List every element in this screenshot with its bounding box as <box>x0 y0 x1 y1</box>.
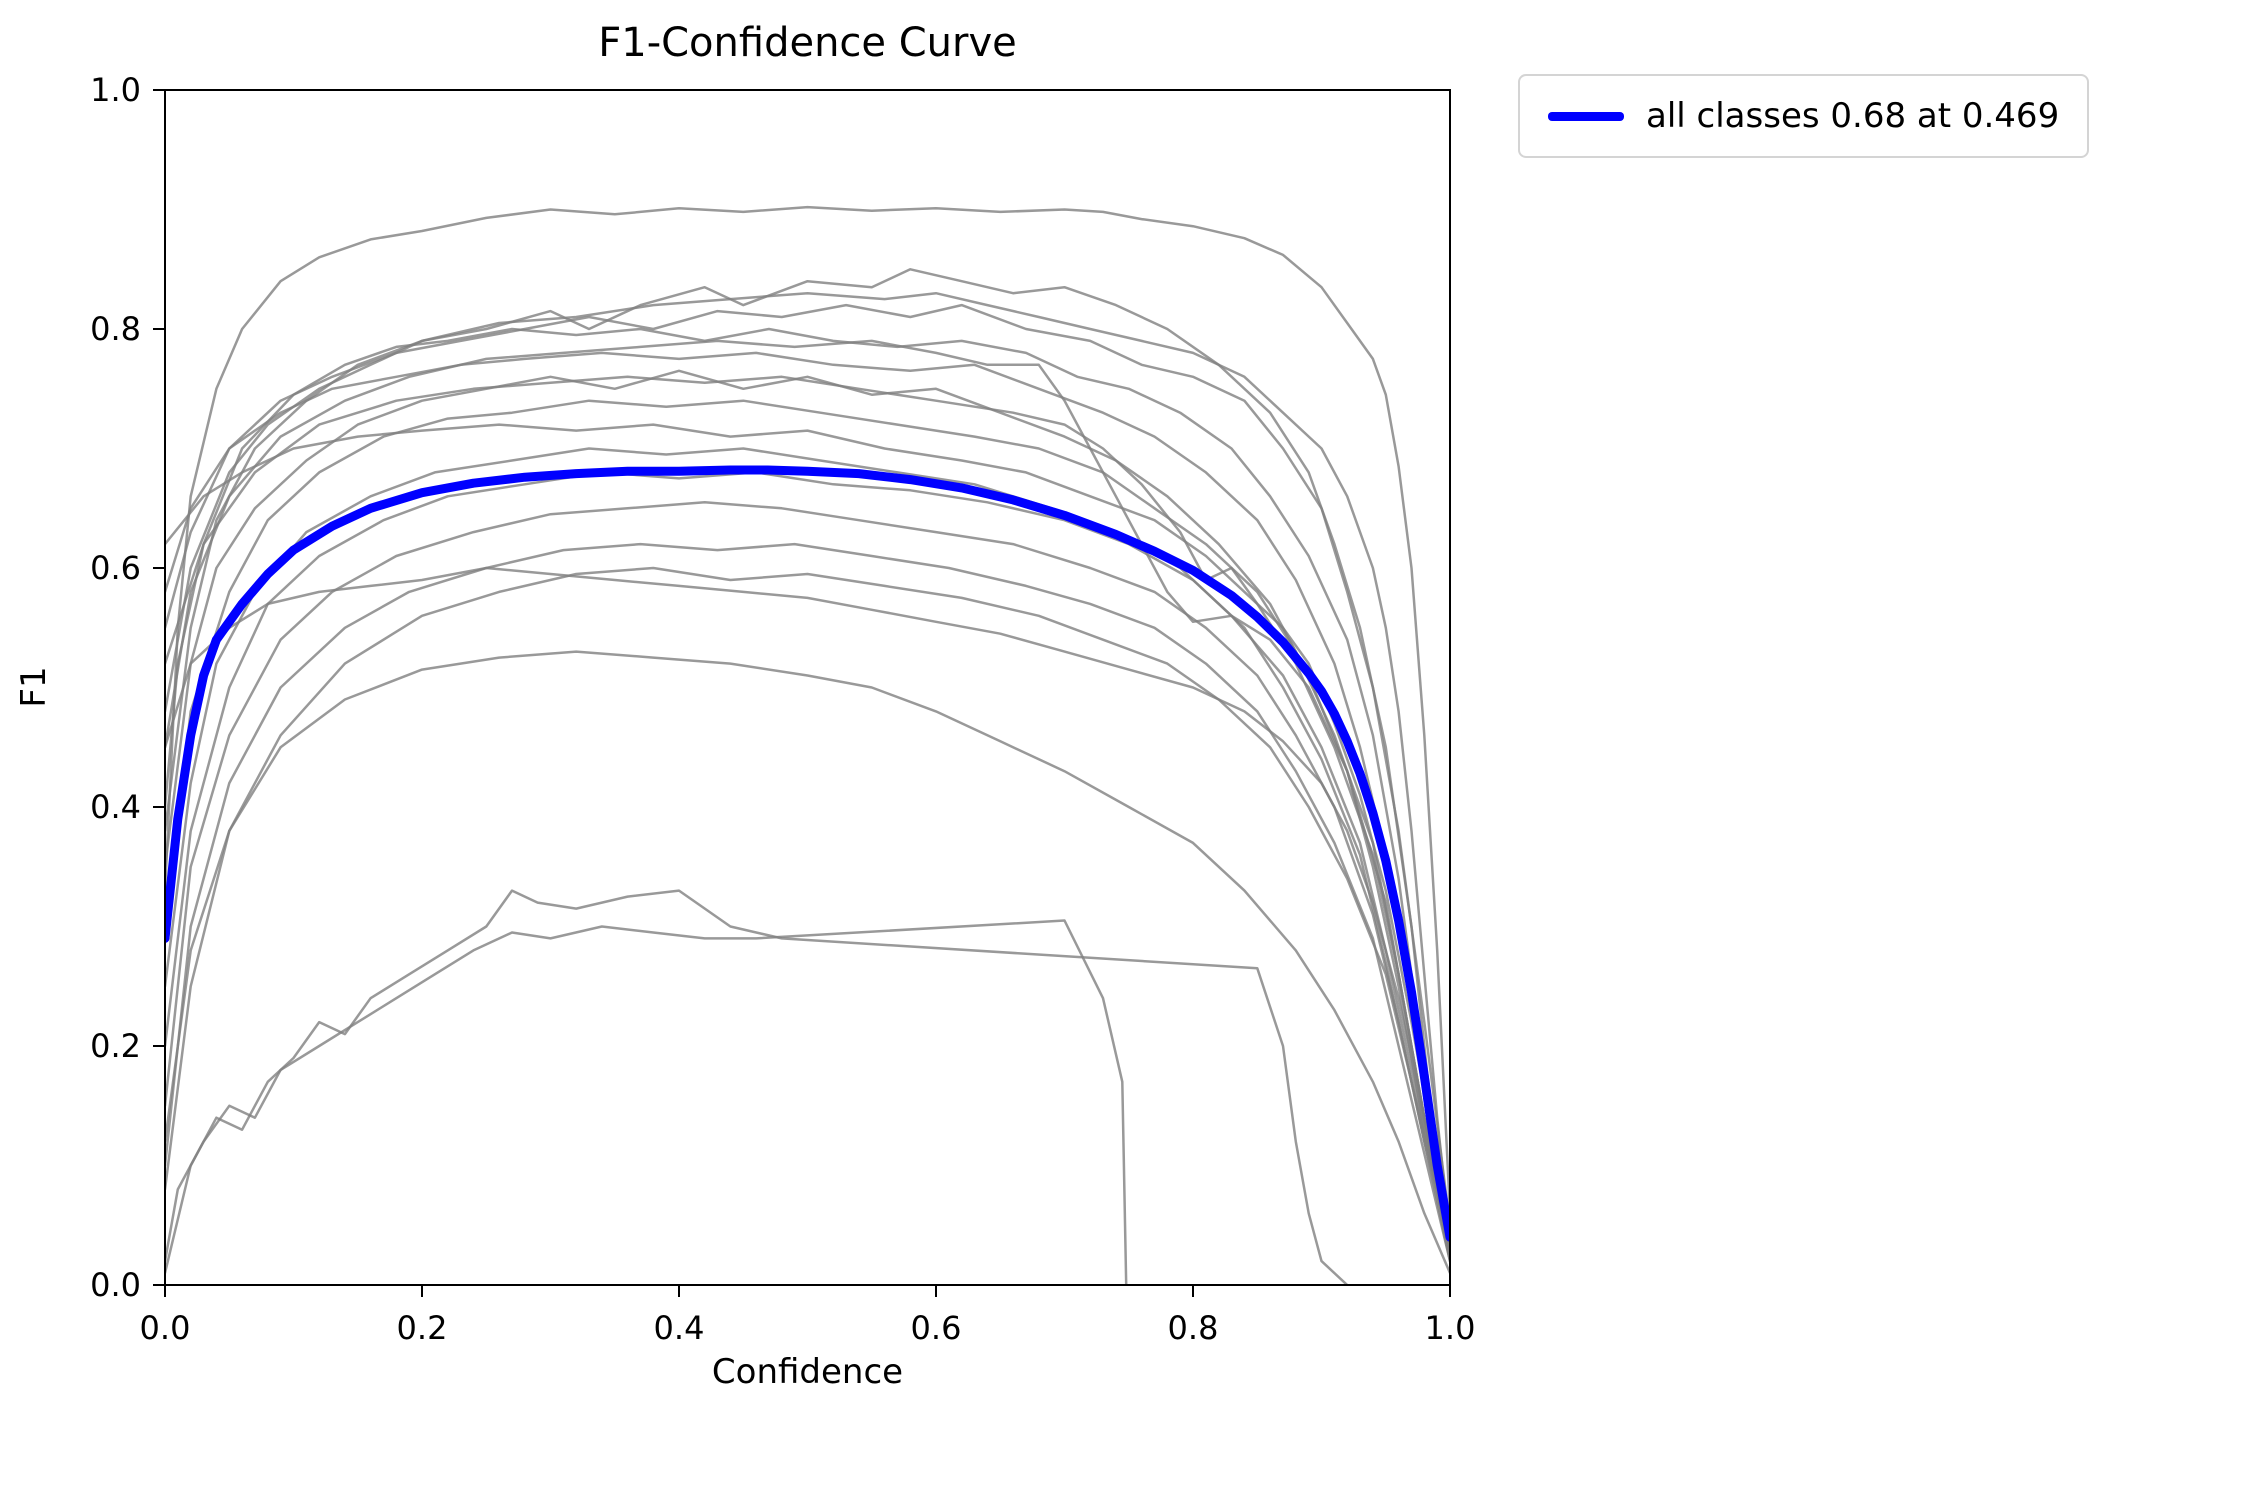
per-class-curve <box>165 542 1450 1263</box>
y-axis-label: F1 <box>14 666 54 708</box>
per-class-curve <box>165 423 1450 1227</box>
y-tick-label: 0.6 <box>90 549 141 587</box>
per-class-curve <box>165 399 1450 1251</box>
per-class-curve <box>165 291 1450 1239</box>
per-class-curve <box>165 369 1450 1251</box>
legend-line-swatch <box>1548 111 1624 121</box>
per-class-curve <box>165 566 1450 1251</box>
chart-title: F1-Confidence Curve <box>598 20 1017 66</box>
per-class-curve <box>165 327 1450 1239</box>
y-tick-label: 0.2 <box>90 1027 141 1065</box>
x-tick-label: 0.0 <box>140 1309 191 1347</box>
y-tick-label: 0.0 <box>90 1266 141 1304</box>
all-classes-curve <box>165 465 1450 1242</box>
x-axis-label: Confidence <box>711 1352 904 1392</box>
plot-border <box>164 89 1451 1286</box>
per-class-curve <box>165 339 1450 1251</box>
x-tick-label: 0.4 <box>654 1309 705 1347</box>
x-tick-label: 0.8 <box>1168 1309 1219 1347</box>
per-class-curve <box>165 501 1450 1251</box>
per-class-curve <box>165 471 1450 1263</box>
legend-label: all classes 0.68 at 0.469 <box>1646 96 2060 136</box>
y-tick-label: 0.4 <box>90 788 141 826</box>
x-tick-label: 0.2 <box>397 1309 448 1347</box>
per-class-curve <box>165 919 1128 1285</box>
per-class-curve <box>165 268 1450 1251</box>
per-class-curve <box>165 566 1450 1263</box>
y-tick-label: 1.0 <box>90 71 141 109</box>
per-class-curve <box>165 205 1450 1215</box>
per-class-curve <box>165 351 1450 1239</box>
per-class-curve <box>165 375 1450 1239</box>
per-class-curve <box>165 303 1450 1227</box>
x-tick-label: 1.0 <box>1425 1309 1476 1347</box>
legend: all classes 0.68 at 0.469 <box>1518 74 2090 158</box>
per-class-curve <box>165 650 1450 1275</box>
y-tick-label: 0.8 <box>90 310 141 348</box>
per-class-curve <box>165 447 1450 1251</box>
x-tick-label: 0.6 <box>911 1309 962 1347</box>
per-class-curve <box>165 889 1349 1285</box>
